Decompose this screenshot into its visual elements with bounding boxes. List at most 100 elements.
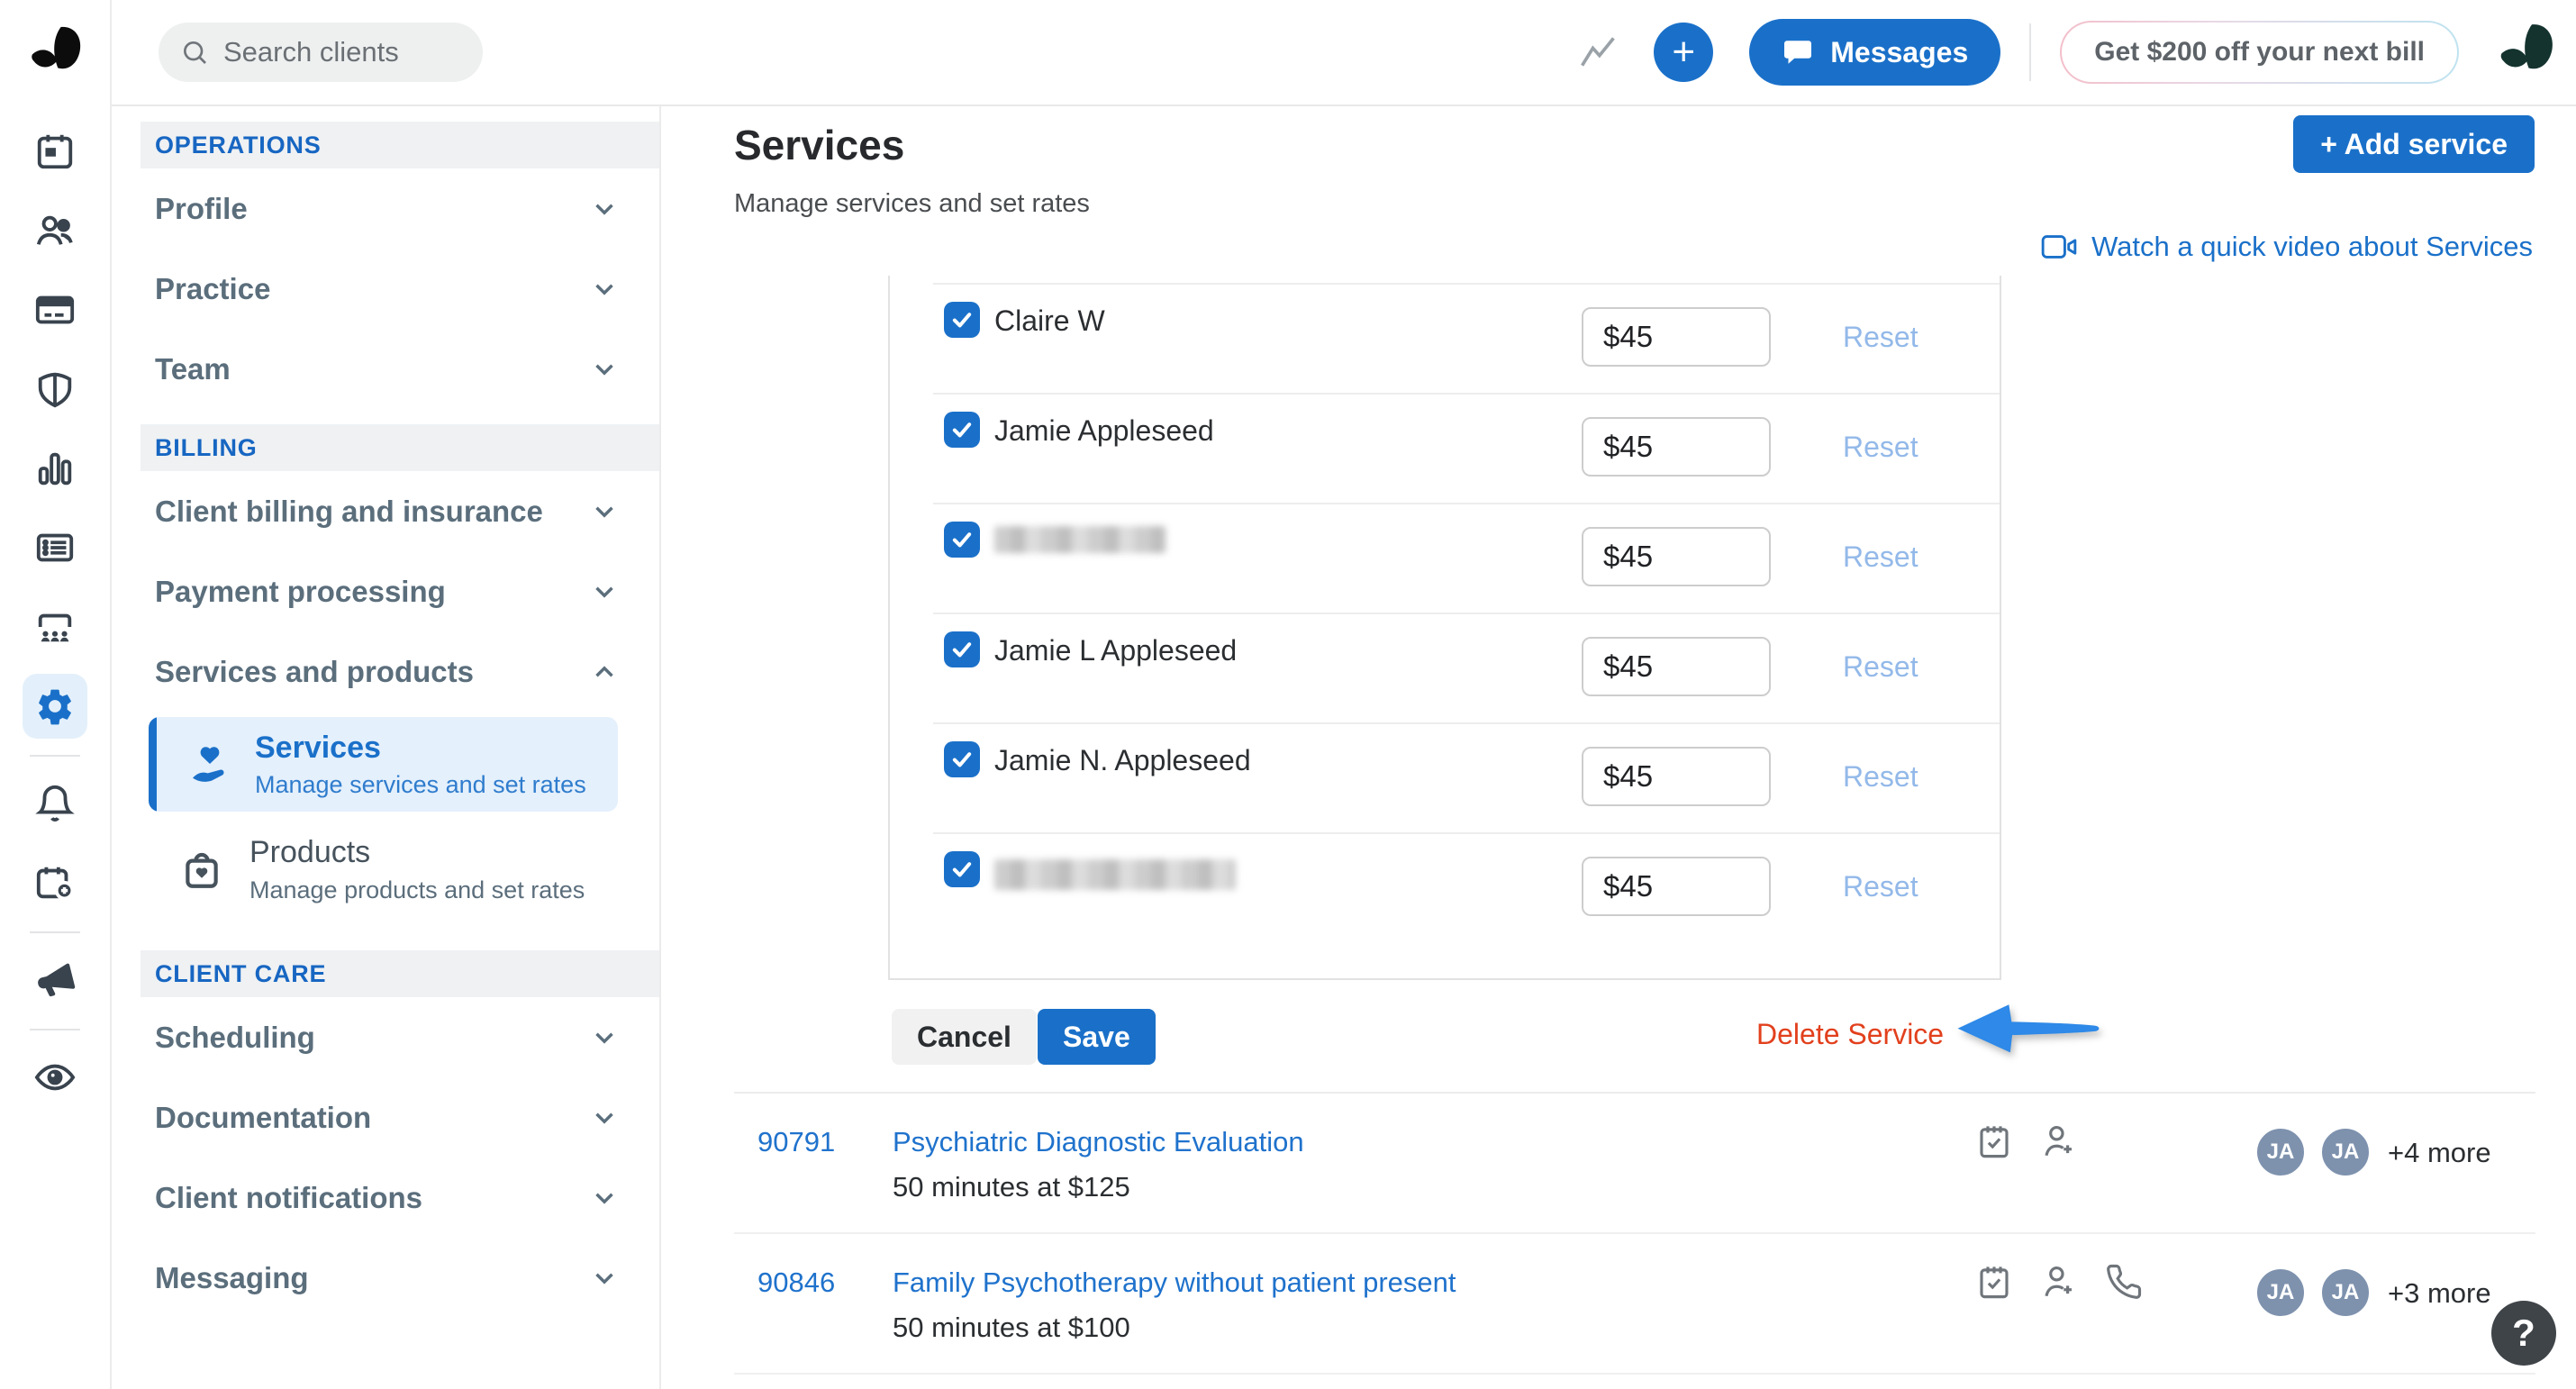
chevron-down-icon: [595, 1032, 613, 1044]
add-service-button[interactable]: + Add service: [2293, 115, 2535, 173]
account-avatar[interactable]: [2490, 16, 2562, 88]
analytics-icon[interactable]: [23, 436, 87, 501]
chevron-down-icon: [595, 586, 613, 598]
promo-label: Get $200 off your next bill: [2094, 37, 2425, 67]
clinician-name-redacted: [994, 526, 1166, 553]
services-list: 90791 Psychiatric Diagnostic Evaluation …: [734, 1092, 2535, 1375]
table-row: Reset: [890, 832, 2000, 942]
sidebar-item-messaging[interactable]: Messaging: [112, 1238, 659, 1318]
client-search[interactable]: [159, 23, 483, 82]
clinician-checkbox[interactable]: [944, 631, 980, 667]
rate-input[interactable]: [1582, 637, 1771, 696]
sidebar-subitem-services[interactable]: Services Manage services and set rates: [149, 717, 618, 812]
calendar-icon[interactable]: [23, 119, 87, 184]
icon-rail: [0, 0, 112, 1389]
sidebar-item-team[interactable]: Team: [112, 329, 659, 409]
topbar-divider: [2029, 23, 2032, 81]
messages-button[interactable]: Messages: [1749, 19, 2001, 86]
reset-link[interactable]: Reset: [1843, 431, 1918, 463]
reset-link[interactable]: Reset: [1843, 870, 1918, 903]
person-add-icon[interactable]: [2040, 1263, 2078, 1301]
save-button[interactable]: Save: [1038, 1009, 1156, 1065]
top-bar: + Messages Get $200 off your next bill: [112, 0, 2576, 106]
chevron-down-icon: [595, 1112, 613, 1124]
video-camera-icon: [2041, 235, 2077, 259]
rail-divider: [30, 1029, 80, 1030]
trending-icon[interactable]: [1578, 32, 1618, 72]
service-details: 50 minutes at $100: [893, 1312, 1130, 1343]
clinician-checkbox[interactable]: [944, 522, 980, 558]
supervision-eye-icon[interactable]: [23, 1045, 87, 1110]
settings-sidebar: OPERATIONS Profile Practice Team BILLING…: [112, 106, 661, 1389]
billing-list-icon[interactable]: [23, 515, 87, 580]
page-subtitle: Manage services and set rates: [734, 189, 1090, 218]
sidebar-item-practice[interactable]: Practice: [112, 249, 659, 329]
clinician-name: Claire W: [994, 304, 1105, 337]
reset-link[interactable]: Reset: [1843, 760, 1918, 793]
table-row: Jamie L Appleseed Reset: [890, 613, 2000, 722]
avatar: JA: [2319, 1266, 2372, 1319]
reset-link[interactable]: Reset: [1843, 540, 1918, 573]
rate-input[interactable]: [1582, 527, 1771, 586]
service-title-link[interactable]: Family Psychotherapy without patient pre…: [893, 1266, 1456, 1298]
topbar-actions: + Messages Get $200 off your next bill: [1578, 16, 2576, 88]
service-code-link[interactable]: 90846: [757, 1266, 836, 1298]
service-code-link[interactable]: 90791: [757, 1126, 836, 1158]
help-button[interactable]: ?: [2491, 1301, 2556, 1366]
insurance-shield-icon[interactable]: [23, 357, 87, 422]
referral-promo-button[interactable]: Get $200 off your next bill: [2060, 21, 2459, 84]
phone-icon[interactable]: [2105, 1263, 2143, 1301]
settings-gear-icon[interactable]: [23, 674, 87, 739]
clinician-checkbox[interactable]: [944, 302, 980, 338]
service-title-link[interactable]: Psychiatric Diagnostic Evaluation: [893, 1126, 1304, 1158]
clinician-name: Jamie N. Appleseed: [994, 744, 1251, 776]
marketing-megaphone-icon[interactable]: [23, 948, 87, 1012]
sidebar-item-client-notifications[interactable]: Client notifications: [112, 1158, 659, 1238]
annotation-arrow-icon: [1957, 1004, 2100, 1053]
clinician-checkbox[interactable]: [944, 412, 980, 448]
subitem-text: Services Manage services and set rates: [255, 730, 586, 800]
notifications-bell-icon[interactable]: [23, 771, 87, 836]
person-add-icon[interactable]: [2040, 1122, 2078, 1160]
sidebar-item-profile[interactable]: Profile: [112, 168, 659, 249]
chevron-down-icon: [595, 506, 613, 518]
calendar-add-icon[interactable]: [23, 850, 87, 915]
sidebar-subitem-products[interactable]: Products Manage products and set rates: [149, 824, 618, 914]
more-clinicians-label: +3 more: [2388, 1277, 2491, 1309]
bag-heart-icon: [186, 852, 218, 888]
sidebar-item-client-billing[interactable]: Client billing and insurance: [112, 471, 659, 551]
rate-input[interactable]: [1582, 307, 1771, 367]
rate-input[interactable]: [1582, 747, 1771, 806]
reset-link[interactable]: Reset: [1843, 321, 1918, 353]
rate-input[interactable]: [1582, 417, 1771, 477]
clients-icon[interactable]: [23, 198, 87, 263]
search-input[interactable]: [223, 36, 461, 68]
service-row: 90791 Psychiatric Diagnostic Evaluation …: [734, 1094, 2535, 1234]
team-members-icon[interactable]: [23, 595, 87, 659]
section-header-operations: OPERATIONS: [141, 122, 659, 168]
reset-link[interactable]: Reset: [1843, 650, 1918, 683]
table-row: Claire W Reset: [890, 283, 2000, 393]
sidebar-item-services-and-products[interactable]: Services and products: [112, 631, 659, 712]
brand-logo-icon: [25, 23, 85, 83]
service-details: 50 minutes at $125: [893, 1171, 1130, 1203]
sidebar-item-payment-processing[interactable]: Payment processing: [112, 551, 659, 631]
chevron-down-icon: [595, 1193, 613, 1204]
clinician-rates-panel: Claire W Reset Jamie Appleseed Reset Res…: [888, 276, 2001, 980]
calendar-check-icon[interactable]: [1975, 1122, 2013, 1160]
calendar-check-icon[interactable]: [1975, 1263, 2013, 1301]
cancel-button[interactable]: Cancel: [892, 1009, 1037, 1065]
clinician-checkbox[interactable]: [944, 851, 980, 887]
sidebar-item-documentation[interactable]: Documentation: [112, 1077, 659, 1158]
billing-card-icon[interactable]: [23, 277, 87, 342]
clinician-checkbox[interactable]: [944, 741, 980, 777]
sidebar-item-scheduling[interactable]: Scheduling: [112, 997, 659, 1077]
watch-video-link[interactable]: Watch a quick video about Services: [2041, 231, 2533, 263]
heart-hand-icon: [193, 746, 224, 782]
delete-service-link[interactable]: Delete Service: [1756, 1018, 1945, 1050]
section-header-client-care: CLIENT CARE: [141, 950, 659, 997]
subitem-subtitle: Manage services and set rates: [255, 771, 586, 799]
create-new-button[interactable]: +: [1654, 23, 1714, 82]
rate-input[interactable]: [1582, 857, 1771, 916]
